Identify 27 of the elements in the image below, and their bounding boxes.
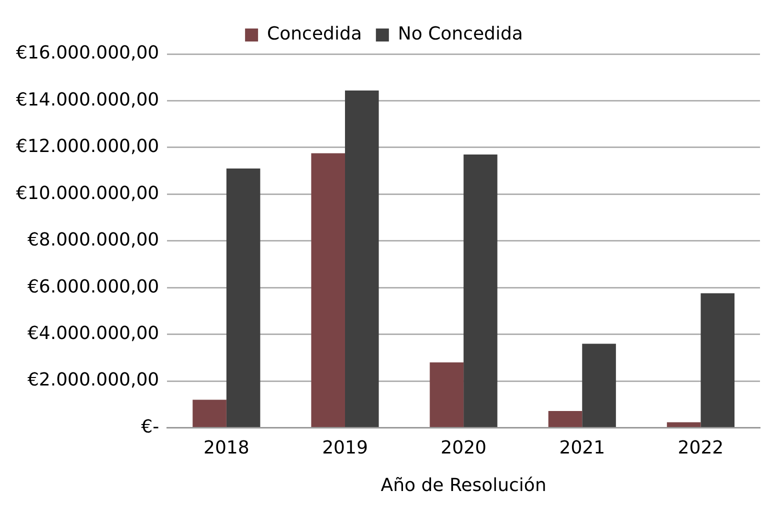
- y-tick-label: €10.000.000,00: [16, 182, 160, 204]
- x-tick-label: 2018: [204, 437, 250, 458]
- bar: [464, 154, 498, 428]
- bar: [344, 90, 379, 428]
- x-tick-label: 2020: [440, 437, 486, 458]
- bar: [430, 362, 464, 428]
- bar: [192, 400, 226, 428]
- y-tick-label: €12.000.000,00: [16, 136, 160, 158]
- y-tick-label: €-: [141, 416, 160, 438]
- y-tick-label: €16.000.000,00: [16, 42, 160, 64]
- bar: [700, 293, 735, 428]
- x-axis-title: Año de Resolución: [380, 474, 546, 496]
- y-tick-label: €4.000.000,00: [27, 323, 160, 344]
- bar: [311, 153, 345, 428]
- bar: [226, 168, 260, 428]
- legend-label: Concedida: [267, 24, 362, 45]
- y-tick-label: €2.000.000,00: [27, 370, 160, 391]
- x-tick-label: 2019: [322, 437, 368, 458]
- y-tick-label: €6.000.000,00: [27, 276, 160, 298]
- bar: [582, 344, 616, 428]
- bar: [666, 422, 701, 428]
- x-tick-label: 2022: [678, 437, 724, 458]
- y-tick-label: €14.000.000,00: [16, 89, 160, 110]
- legend-label: No Concedida: [398, 24, 523, 45]
- bar: [548, 410, 582, 428]
- y-tick-label: €8.000.000,00: [27, 230, 160, 251]
- x-tick-label: 2021: [559, 437, 606, 458]
